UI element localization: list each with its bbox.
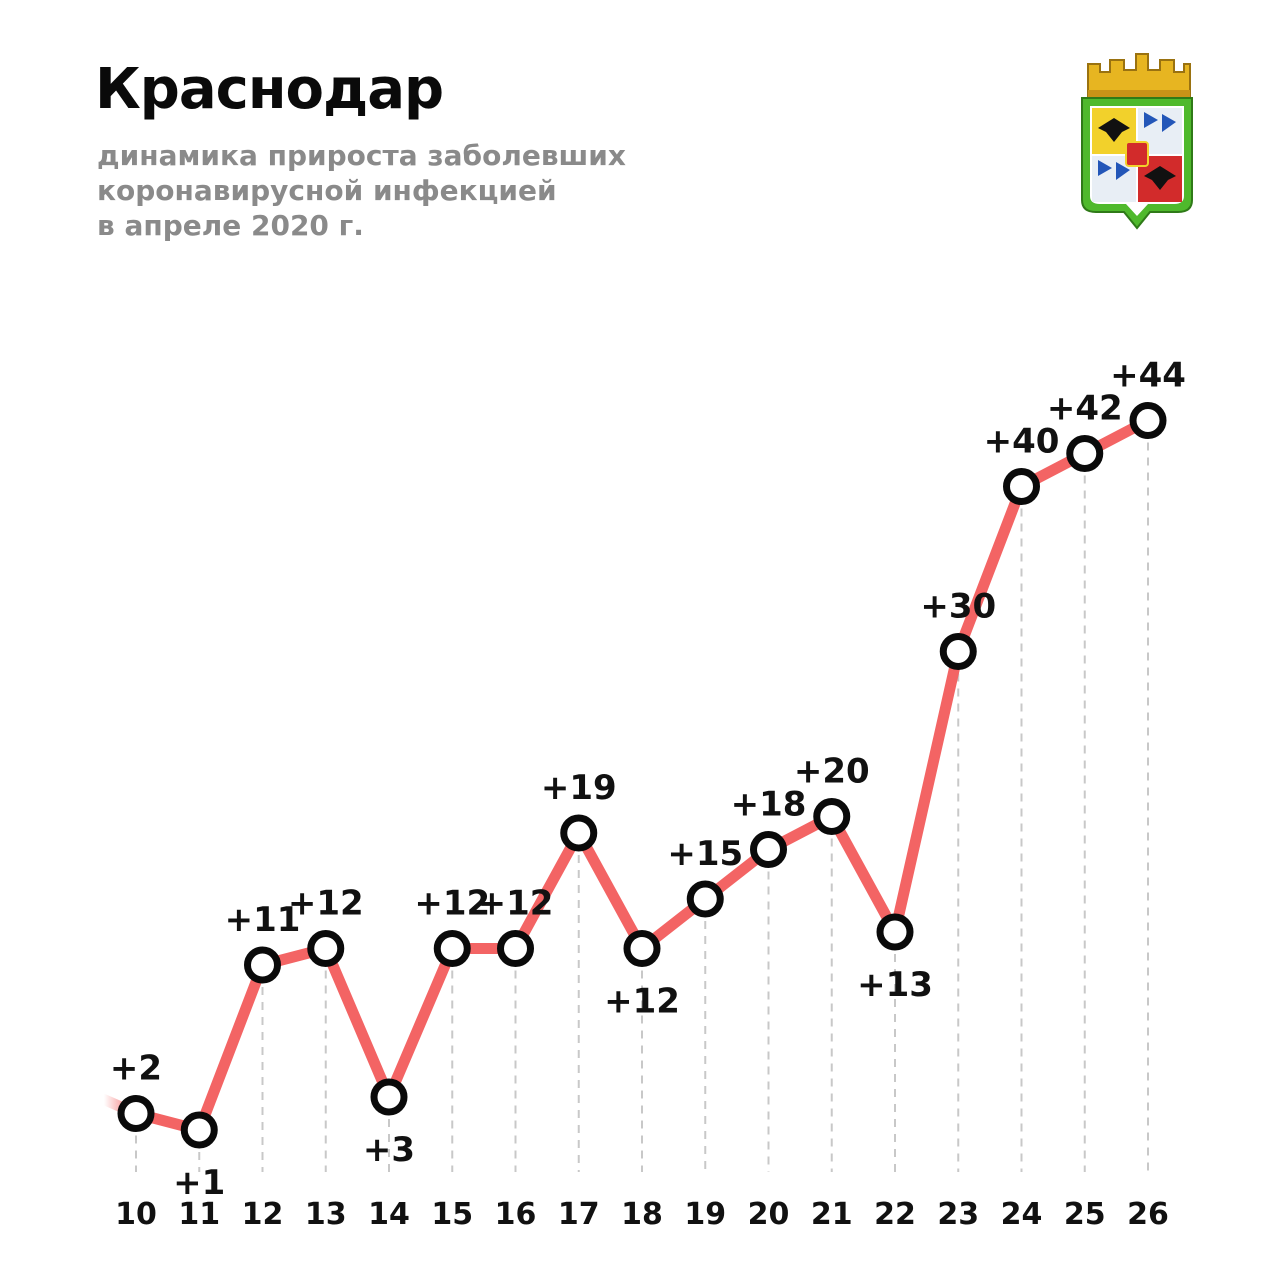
data-point-26 (1129, 402, 1167, 439)
data-label-20: +18 (731, 785, 807, 825)
series-line (98, 415, 1154, 1136)
data-point-11 (180, 1111, 218, 1149)
data-point-24 (1003, 468, 1040, 505)
x-tick-label-21: 21 (811, 1197, 853, 1232)
data-point-21 (813, 798, 851, 835)
data-labels: +2+1+11+12+3+12+12+19+12+15+18+20+13+30+… (110, 356, 1186, 1204)
data-label-15: +12 (414, 884, 490, 924)
data-points (117, 402, 1167, 1149)
data-point-19 (686, 880, 724, 918)
data-point-25 (1066, 435, 1104, 472)
data-label-26: +44 (1110, 356, 1186, 396)
x-tick-label-20: 20 (748, 1197, 790, 1232)
x-tick-label-13: 13 (305, 1197, 347, 1232)
data-label-22: +13 (857, 965, 933, 1005)
chart-subtitle: динамика прироста заболевших коронавирус… (97, 138, 626, 243)
data-point-13 (307, 930, 345, 967)
data-point-12 (244, 946, 281, 984)
subtitle-line-3: в апреле 2020 г. (97, 209, 364, 242)
data-point-17 (560, 814, 598, 852)
x-tick-label-14: 14 (368, 1197, 410, 1232)
data-label-25: +42 (1047, 389, 1123, 429)
x-tick-label-22: 22 (874, 1197, 916, 1232)
data-label-17: +19 (541, 768, 617, 808)
grid-lines (135, 442, 1149, 1172)
data-point-14 (370, 1078, 408, 1116)
x-tick-label-12: 12 (242, 1197, 284, 1232)
x-tick-label-25: 25 (1064, 1197, 1106, 1232)
x-tick-label-26: 26 (1127, 1197, 1169, 1232)
series-line-path (130, 415, 1154, 1136)
data-point-22 (876, 913, 914, 951)
x-tick-label-15: 15 (431, 1197, 473, 1232)
data-label-21: +20 (794, 752, 870, 792)
krasnodar-coat-of-arms-icon (1081, 53, 1193, 230)
x-tick-label-23: 23 (937, 1197, 979, 1232)
data-label-10: +2 (110, 1049, 162, 1089)
data-label-18: +12 (604, 982, 680, 1022)
x-axis-ticks: 10 11 12 13 14 15 16 17 18 19 20 21 22 23 24 25 26 (115, 1197, 1169, 1232)
x-tick-label-17: 17 (558, 1197, 600, 1232)
data-label-23: +30 (920, 587, 996, 627)
data-label-13: +12 (288, 884, 364, 924)
subtitle-line-1: динамика прироста заболевших (97, 139, 626, 172)
data-label-11: +1 (173, 1163, 225, 1203)
subtitle-line-2: коронавирусной инфекцией (97, 174, 557, 207)
x-tick-label-24: 24 (1001, 1197, 1043, 1232)
data-label-19: +15 (667, 834, 743, 874)
data-point-15 (433, 930, 471, 967)
x-tick-label-19: 19 (684, 1197, 726, 1232)
data-label-14: +3 (363, 1130, 415, 1170)
data-label-16: +12 (478, 884, 554, 924)
x-tick-label-16: 16 (495, 1197, 537, 1232)
x-tick-label-10: 10 (115, 1197, 157, 1232)
data-label-12: +11 (225, 900, 301, 940)
data-point-20 (750, 831, 787, 868)
x-tick-label-18: 18 (621, 1197, 663, 1232)
x-tick-label-11: 11 (178, 1197, 220, 1232)
data-point-18 (623, 930, 661, 967)
data-point-16 (497, 930, 534, 967)
data-point-10 (117, 1095, 155, 1132)
data-label-24: +40 (984, 422, 1060, 462)
data-point-23 (939, 633, 977, 670)
chart-title: Краснодар (95, 57, 444, 122)
